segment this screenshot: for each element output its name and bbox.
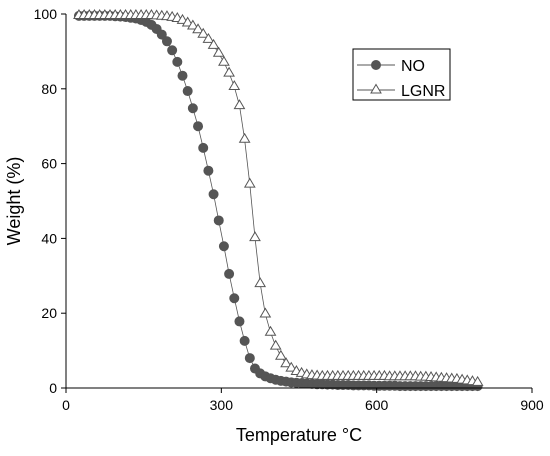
data-point-lgnr xyxy=(264,325,277,336)
data-point-no xyxy=(244,353,255,364)
data-point-lgnr xyxy=(285,361,298,372)
data-point-lgnr xyxy=(218,55,230,66)
data-point-lgnr xyxy=(192,23,204,34)
data-point-lgnr xyxy=(243,177,256,188)
data-point-no xyxy=(213,215,224,226)
y-tick-label: 40 xyxy=(41,230,57,246)
y-axis-title: Weight (%) xyxy=(4,157,24,246)
data-point-no xyxy=(161,36,172,47)
data-point-lgnr xyxy=(249,231,261,242)
data-point-lgnr xyxy=(207,38,220,49)
legend-label-no: NO xyxy=(401,58,425,75)
data-point-lgnr xyxy=(275,349,287,360)
data-point-no xyxy=(234,316,245,327)
data-point-no xyxy=(177,70,188,81)
x-tick-label: 300 xyxy=(210,397,234,413)
x-tick-label: 0 xyxy=(62,397,70,413)
data-point-no xyxy=(187,103,198,114)
data-point-no xyxy=(182,86,193,97)
data-point-lgnr xyxy=(254,277,267,288)
data-point-no xyxy=(208,189,219,200)
data-point-no xyxy=(167,45,178,56)
legend-label-lgnr: LGNR xyxy=(401,83,445,100)
ticks-layer: 0 300 600 900 0 20 40 60 80 100 xyxy=(34,6,544,413)
legend: NO LGNR xyxy=(352,48,451,101)
data-point-lgnr xyxy=(280,357,292,368)
data-point-no xyxy=(229,293,240,304)
y-tick-label: 0 xyxy=(49,380,57,396)
data-point-no xyxy=(203,165,214,176)
x-tick-label: 600 xyxy=(365,397,389,413)
x-tick-label: 900 xyxy=(520,397,544,413)
data-point-lgnr xyxy=(212,46,225,57)
data-point-lgnr xyxy=(186,19,199,30)
legend-box xyxy=(352,48,451,101)
legend-marker-no xyxy=(371,60,381,70)
data-point-lgnr xyxy=(223,66,235,77)
data-point-lgnr xyxy=(471,375,484,386)
data-point-lgnr xyxy=(181,16,194,27)
data-point-no xyxy=(193,121,204,132)
y-tick-label: 80 xyxy=(41,81,57,97)
legend-marker-lgnr xyxy=(370,83,382,94)
y-tick-label: 60 xyxy=(41,156,57,172)
y-tick-label: 20 xyxy=(41,305,57,321)
data-point-lgnr xyxy=(202,32,215,43)
data-point-no xyxy=(218,241,229,252)
data-point-lgnr xyxy=(197,27,210,38)
data-point-no xyxy=(156,29,167,40)
series-layer xyxy=(73,9,484,392)
data-point-no xyxy=(172,56,183,67)
data-point-lgnr xyxy=(233,99,246,110)
axes-layer xyxy=(65,14,532,389)
data-point-lgnr xyxy=(269,339,282,350)
data-point-lgnr xyxy=(238,132,251,143)
data-point-no xyxy=(239,335,250,346)
data-point-lgnr xyxy=(259,307,272,318)
x-axis-title: Temperature °C xyxy=(236,425,362,445)
data-point-no xyxy=(198,142,209,153)
data-point-no xyxy=(224,268,235,279)
series-lgnr xyxy=(73,9,484,386)
y-tick-label: 100 xyxy=(34,6,58,22)
data-point-lgnr xyxy=(228,80,241,91)
